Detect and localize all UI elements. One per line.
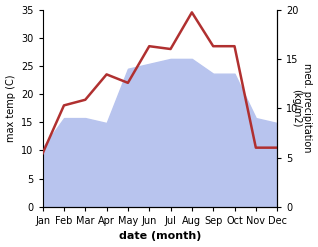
- X-axis label: date (month): date (month): [119, 231, 201, 242]
- Y-axis label: med. precipitation
(kg/m2): med. precipitation (kg/m2): [291, 63, 313, 153]
- Y-axis label: max temp (C): max temp (C): [5, 74, 16, 142]
